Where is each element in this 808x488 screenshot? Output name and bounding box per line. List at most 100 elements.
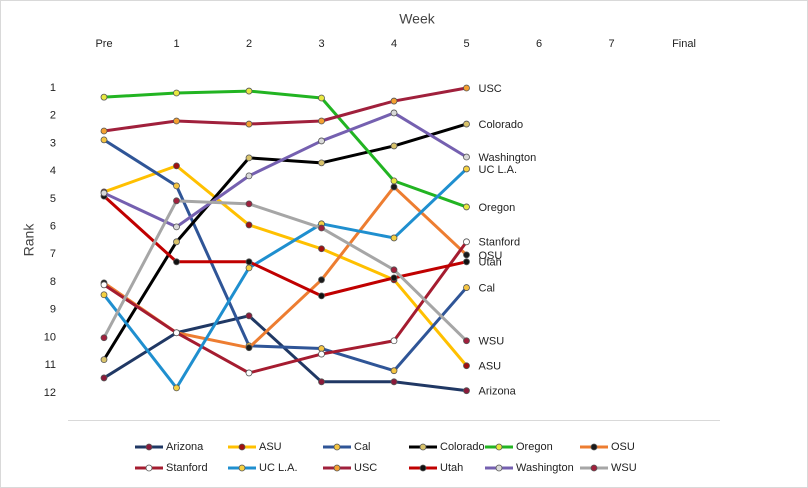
legend-marker xyxy=(419,443,427,451)
point-marker xyxy=(318,224,325,232)
series-line xyxy=(102,122,467,361)
legend-label: ASU xyxy=(259,441,282,453)
y-tick-label: 8 xyxy=(50,276,56,288)
legend-marker xyxy=(419,464,427,472)
end-label: Colorado xyxy=(479,119,524,131)
end-label: Utah xyxy=(479,257,502,269)
series-line xyxy=(103,164,468,367)
legend-label: UC L.A. xyxy=(259,462,298,474)
point-marker xyxy=(318,350,325,358)
point-marker xyxy=(245,154,253,162)
legend-marker xyxy=(238,443,246,451)
point-marker xyxy=(463,284,470,291)
point-marker xyxy=(100,93,108,101)
point-marker xyxy=(390,97,398,105)
point-marker xyxy=(390,337,398,345)
x-tick-label: 4 xyxy=(391,38,397,50)
end-label: WSU xyxy=(479,336,505,348)
legend-label: OSU xyxy=(611,441,635,453)
legend-label: WSU xyxy=(611,462,637,474)
series-line xyxy=(103,314,467,393)
point-marker xyxy=(173,384,180,392)
end-label: OSU xyxy=(479,250,503,262)
point-marker xyxy=(463,203,470,211)
point-marker xyxy=(318,137,325,145)
legend-label: Washington xyxy=(516,462,574,474)
point-marker xyxy=(245,369,253,377)
x-tick-label: Final xyxy=(672,38,696,50)
point-marker xyxy=(390,378,398,386)
point-marker xyxy=(100,136,108,144)
point-marker xyxy=(318,276,325,284)
y-tick-label: 11 xyxy=(45,359,56,371)
point-marker xyxy=(463,165,470,173)
x-tick-label: 6 xyxy=(536,38,542,50)
legend-label: Oregon xyxy=(516,441,553,453)
point-marker xyxy=(463,238,470,246)
point-marker xyxy=(173,197,180,205)
end-label: UC L.A. xyxy=(479,164,518,176)
series-line xyxy=(102,194,467,298)
legend-marker xyxy=(333,443,341,451)
point-marker xyxy=(245,172,253,180)
y-tick-label: 9 xyxy=(50,304,56,316)
series-line xyxy=(102,199,468,342)
legend-label: Stanford xyxy=(166,462,208,474)
y-tick-label: 6 xyxy=(50,220,56,232)
legend-marker xyxy=(495,443,503,451)
point-marker xyxy=(318,245,325,253)
point-marker xyxy=(463,258,470,266)
series-line xyxy=(103,86,467,133)
legend-marker xyxy=(333,464,341,472)
point-marker xyxy=(173,117,180,125)
point-marker xyxy=(318,117,325,125)
point-marker xyxy=(100,356,108,364)
y-tick-label: 1 xyxy=(50,82,56,94)
series-line xyxy=(103,138,468,373)
point-marker xyxy=(100,189,108,197)
point-marker xyxy=(318,292,325,300)
point-marker xyxy=(390,234,398,242)
y-tick-label: 10 xyxy=(44,331,56,343)
point-marker xyxy=(173,162,180,170)
point-marker xyxy=(173,89,180,97)
end-label: Oregon xyxy=(479,202,516,214)
point-marker xyxy=(173,182,180,190)
point-marker xyxy=(390,109,398,117)
end-label: Cal xyxy=(479,282,496,294)
point-marker xyxy=(245,344,253,352)
end-label: Washington xyxy=(479,152,537,164)
point-marker xyxy=(463,362,470,370)
legend-marker xyxy=(145,464,153,472)
point-marker xyxy=(245,120,253,128)
point-marker xyxy=(463,387,470,395)
point-marker xyxy=(463,251,470,259)
legend-label: USC xyxy=(354,462,377,474)
point-marker xyxy=(173,223,180,231)
point-marker xyxy=(100,281,108,289)
point-marker xyxy=(318,94,325,102)
series-line xyxy=(103,240,468,375)
x-tick-label: 5 xyxy=(463,38,469,50)
legend-label: Utah xyxy=(440,462,463,474)
legend-marker xyxy=(495,464,503,472)
point-marker xyxy=(245,221,253,229)
point-marker xyxy=(390,142,398,150)
point-marker xyxy=(173,238,180,246)
point-marker xyxy=(390,367,398,375)
point-marker xyxy=(173,258,180,266)
x-tick-label: 7 xyxy=(608,38,614,50)
x-tick-label: Pre xyxy=(95,38,112,50)
y-tick-label: 7 xyxy=(50,248,56,260)
legend-marker xyxy=(590,464,598,472)
series-line xyxy=(102,167,468,390)
point-marker xyxy=(245,200,253,208)
point-marker xyxy=(245,264,253,272)
y-tick-label: 3 xyxy=(50,137,56,149)
legend-label: Colorado xyxy=(440,441,485,453)
point-marker xyxy=(390,274,398,282)
point-marker xyxy=(245,312,253,320)
y-tick-label: 5 xyxy=(50,193,56,205)
